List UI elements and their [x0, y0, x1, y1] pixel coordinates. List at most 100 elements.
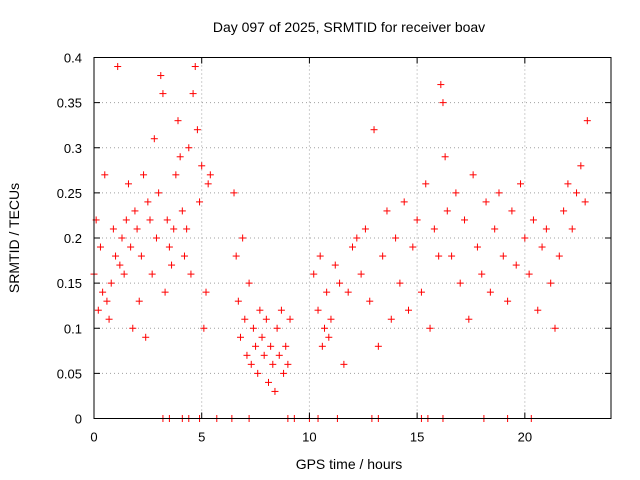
data-point [258, 333, 266, 341]
data-point [383, 207, 391, 215]
data-point [146, 216, 154, 224]
data-point [400, 198, 408, 206]
data-point [379, 252, 387, 260]
data-point [140, 171, 148, 179]
data-point [99, 288, 107, 296]
data-point [508, 207, 516, 215]
data-point [478, 270, 486, 278]
y-tick-label: 0.05 [57, 366, 82, 381]
y-tick-label: 0 [75, 412, 82, 427]
data-point [435, 252, 443, 260]
data-point [189, 90, 197, 98]
data-point [538, 243, 546, 251]
data-point [529, 216, 537, 224]
data-point [168, 261, 176, 269]
data-point [491, 225, 499, 233]
data-point [547, 279, 555, 287]
data-point [534, 306, 542, 314]
data-point [144, 198, 152, 206]
data-point [277, 306, 285, 314]
data-point [196, 198, 204, 206]
data-point [340, 360, 348, 368]
data-point [249, 324, 257, 332]
data-point [323, 288, 331, 296]
data-point [336, 279, 344, 287]
data-point [284, 360, 292, 368]
y-tick-label: 0.4 [64, 51, 82, 66]
data-point [256, 306, 264, 314]
data-point [129, 324, 137, 332]
plot-frame [93, 57, 612, 419]
data-point [366, 297, 374, 305]
data-point [174, 117, 182, 125]
data-point [499, 252, 507, 260]
data-point [109, 225, 117, 233]
data-point [101, 171, 109, 179]
data-point [114, 63, 122, 71]
data-point [327, 315, 335, 323]
data-point [353, 234, 361, 242]
data-point [148, 270, 156, 278]
data-point [465, 315, 473, 323]
data-point [555, 252, 563, 260]
data-point [495, 189, 503, 197]
data-point [193, 126, 201, 134]
data-point [417, 288, 425, 296]
data-point [357, 270, 365, 278]
data-point [204, 180, 212, 188]
x-tick-label: 5 [198, 430, 205, 445]
data-point [118, 234, 126, 242]
data-point [577, 162, 585, 170]
data-point [135, 297, 143, 305]
y-tick-label: 0.35 [57, 96, 82, 111]
data-point [473, 243, 481, 251]
y-tick-label: 0.25 [57, 186, 82, 201]
data-point [191, 63, 199, 71]
data-point [314, 306, 322, 314]
data-point [96, 243, 104, 251]
data-point [344, 288, 352, 296]
data-point [542, 225, 550, 233]
data-point [183, 225, 191, 233]
data-point [568, 225, 576, 233]
data-point [271, 387, 279, 395]
data-point [94, 306, 102, 314]
data-point [185, 144, 193, 152]
data-point [469, 171, 477, 179]
data-point [124, 180, 132, 188]
data-point [127, 243, 135, 251]
data-point [200, 324, 208, 332]
data-point [422, 180, 430, 188]
data-point [247, 360, 255, 368]
data-point [349, 243, 356, 251]
data-point [392, 234, 400, 242]
data-point [264, 378, 272, 386]
data-point [116, 261, 124, 269]
y-axis-label: SRMTID / TECUs [6, 183, 22, 293]
data-point [331, 261, 339, 269]
data-point [439, 99, 447, 107]
data-point [170, 225, 178, 233]
data-point [551, 324, 559, 332]
data-point [452, 189, 460, 197]
data-point [320, 324, 328, 332]
data-point [430, 225, 438, 233]
data-point [120, 270, 128, 278]
data-point [269, 360, 277, 368]
data-point [413, 216, 421, 224]
data-point [241, 315, 249, 323]
x-axis-label: GPS time / hours [296, 456, 403, 472]
data-point [409, 243, 417, 251]
data-point [103, 297, 111, 305]
data-point [286, 315, 294, 323]
data-point [180, 252, 188, 260]
data-point [573, 189, 581, 197]
data-point [165, 243, 173, 251]
data-point [163, 216, 171, 224]
data-point [142, 333, 150, 341]
data-point [437, 81, 445, 89]
data-point [583, 117, 591, 125]
data-point [107, 279, 115, 287]
data-point [206, 171, 214, 179]
